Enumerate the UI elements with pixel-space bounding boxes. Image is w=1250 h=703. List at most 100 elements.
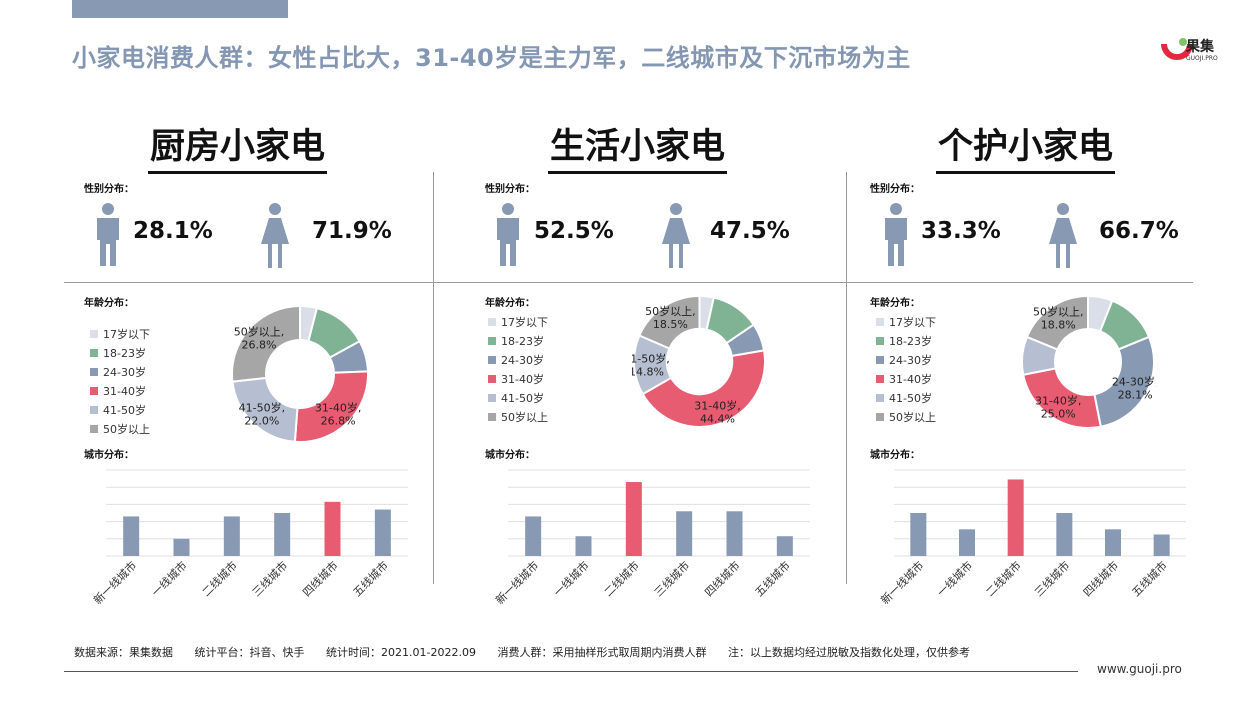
- x-tick-label: 新一线城市: [878, 558, 927, 607]
- bar: [223, 516, 240, 556]
- male-icon: [97, 203, 119, 266]
- x-tick-label: 一线城市: [551, 558, 592, 599]
- x-tick-label: 二线城市: [983, 558, 1024, 599]
- x-tick-label: 五线城市: [752, 558, 793, 599]
- legend-item: 31-40岁: [90, 381, 150, 400]
- footer-note: 注：以上数据均经过脱敏及指数化处理，仅供参考: [727, 646, 970, 659]
- x-tick-label: 三线城市: [1031, 558, 1072, 599]
- x-tick-label: 一线城市: [934, 558, 975, 599]
- logo-icon: [1161, 38, 1193, 60]
- legend-label: 24-30岁: [501, 353, 544, 367]
- city-bar-chart: 新一线城市 一线城市 二线城市 三线城市 四线城市 五线城市: [90, 469, 408, 607]
- x-tick-label: 三线城市: [651, 558, 692, 599]
- age-legend: 17岁以下 18-23岁 24-30岁 31-40岁 41-50岁 50岁以上: [488, 312, 548, 426]
- donut-slice: [293, 370, 369, 443]
- donut-slice: [638, 294, 701, 350]
- bar: [625, 482, 642, 556]
- website-link[interactable]: www.guoji.pro: [1097, 662, 1182, 676]
- bar: [1007, 479, 1024, 556]
- legend-label: 50岁以上: [501, 410, 548, 424]
- city-bar-chart: 新一线城市 一线城市 二线城市 三线城市 四线城市 五线城市: [492, 469, 810, 607]
- legend-label: 17岁以下: [889, 315, 936, 329]
- legend-item: 24-30岁: [876, 350, 936, 369]
- bar: [123, 516, 140, 556]
- legend-swatch: [488, 336, 496, 345]
- panel-divider-2: [846, 172, 847, 584]
- gender-label: 性别分布：: [870, 184, 920, 195]
- legend-item: 18-23岁: [488, 331, 548, 350]
- female-percent: 71.9%: [312, 218, 392, 244]
- gender-label: 性别分布：: [485, 184, 535, 195]
- legend-item: 17岁以下: [90, 324, 150, 343]
- legend-label: 50岁以上: [889, 410, 936, 424]
- footer-platform: 统计平台：抖音、快手: [194, 646, 305, 659]
- legend-swatch: [876, 336, 884, 345]
- donut-data-label: 31-40岁, 44.4%: [694, 398, 740, 425]
- donut-data-label: 50岁以上, 26.8%: [234, 324, 285, 351]
- donut-slice: [1093, 335, 1155, 428]
- legend-item: 17岁以下: [876, 312, 936, 331]
- bar: [575, 536, 592, 556]
- male-icon: [885, 203, 907, 266]
- footer-notes: 数据来源：果集数据 统计平台：抖音、快手 统计时间：2021.01-2022.0…: [74, 644, 988, 660]
- bar: [324, 501, 341, 556]
- legend-swatch: [876, 317, 884, 326]
- legend-swatch: [90, 329, 98, 338]
- legend-label: 24-30岁: [889, 353, 932, 367]
- x-tick-label: 四线城市: [1080, 558, 1121, 599]
- bar: [1056, 513, 1073, 556]
- female-icon: [1049, 203, 1077, 268]
- bar: [910, 513, 927, 556]
- age-label: 年龄分布：: [870, 298, 920, 309]
- legend-item: 17岁以下: [488, 312, 548, 331]
- panel-title-kitchen: 厨房小家电: [148, 118, 328, 174]
- legend-swatch: [488, 317, 496, 326]
- x-tick-label: 三线城市: [249, 558, 290, 599]
- legend-item: 41-50岁: [488, 388, 548, 407]
- panel-divider-1: [433, 172, 434, 584]
- donut-data-label: 50岁以上, 18.8%: [1033, 305, 1084, 332]
- legend-swatch: [488, 374, 496, 383]
- city-bar-chart: 新一线城市 一线城市 二线城市 三线城市 四线城市 五线城市: [878, 469, 1186, 607]
- legend-item: 24-30岁: [90, 362, 150, 381]
- city-label: 城市分布：: [84, 450, 134, 461]
- footer-time: 统计时间：2021.01-2022.09: [326, 646, 476, 659]
- legend-swatch: [488, 412, 496, 421]
- panel-title-living: 生活小家电: [548, 118, 728, 174]
- legend-swatch: [90, 424, 98, 433]
- donut-data-label: 31-40岁, 25.0%: [1035, 393, 1081, 420]
- legend-label: 17岁以下: [103, 327, 150, 341]
- bar: [1153, 534, 1170, 556]
- legend-label: 41-50岁: [501, 391, 544, 405]
- legend-swatch: [876, 355, 884, 364]
- legend-swatch: [90, 367, 98, 376]
- female-percent: 66.7%: [1099, 218, 1179, 244]
- legend-item: 31-40岁: [488, 369, 548, 388]
- legend-item: 18-23岁: [90, 343, 150, 362]
- legend-label: 41-50岁: [103, 403, 146, 417]
- male-percent: 33.3%: [921, 218, 1001, 244]
- city-label: 城市分布：: [485, 450, 535, 461]
- legend-swatch: [90, 405, 98, 414]
- footer-crowd: 消费人群：采用抽样形式取周期内消费人群: [497, 646, 707, 659]
- legend-swatch: [876, 374, 884, 383]
- top-accent-bar: [72, 0, 288, 18]
- donut-data-label: 41-50岁, 22.0%: [239, 401, 285, 428]
- legend-label: 31-40岁: [889, 372, 932, 386]
- x-tick-label: 新一线城市: [492, 558, 541, 607]
- footer-divider: [64, 671, 1078, 672]
- bar: [776, 536, 793, 556]
- legend-label: 18-23岁: [501, 334, 544, 348]
- bar: [726, 511, 743, 556]
- age-legend: 17岁以下 18-23岁 24-30岁 31-40岁 41-50岁 50岁以上: [876, 312, 936, 426]
- x-tick-label: 四线城市: [702, 558, 743, 599]
- donut-data-label: 50岁以上, 18.5%: [645, 304, 696, 331]
- legend-item: 50岁以上: [876, 407, 936, 426]
- donut-slice: [231, 304, 301, 383]
- age-label: 年龄分布：: [485, 298, 535, 309]
- legend-label: 18-23岁: [889, 334, 932, 348]
- donut-slice: [641, 349, 766, 428]
- age-donut-chart: 31-40岁, 26.8% 41-50岁, 22.0% 50岁以上, 26.8%: [231, 304, 369, 443]
- female-icon: [662, 203, 690, 268]
- age-label: 年龄分布：: [84, 298, 134, 309]
